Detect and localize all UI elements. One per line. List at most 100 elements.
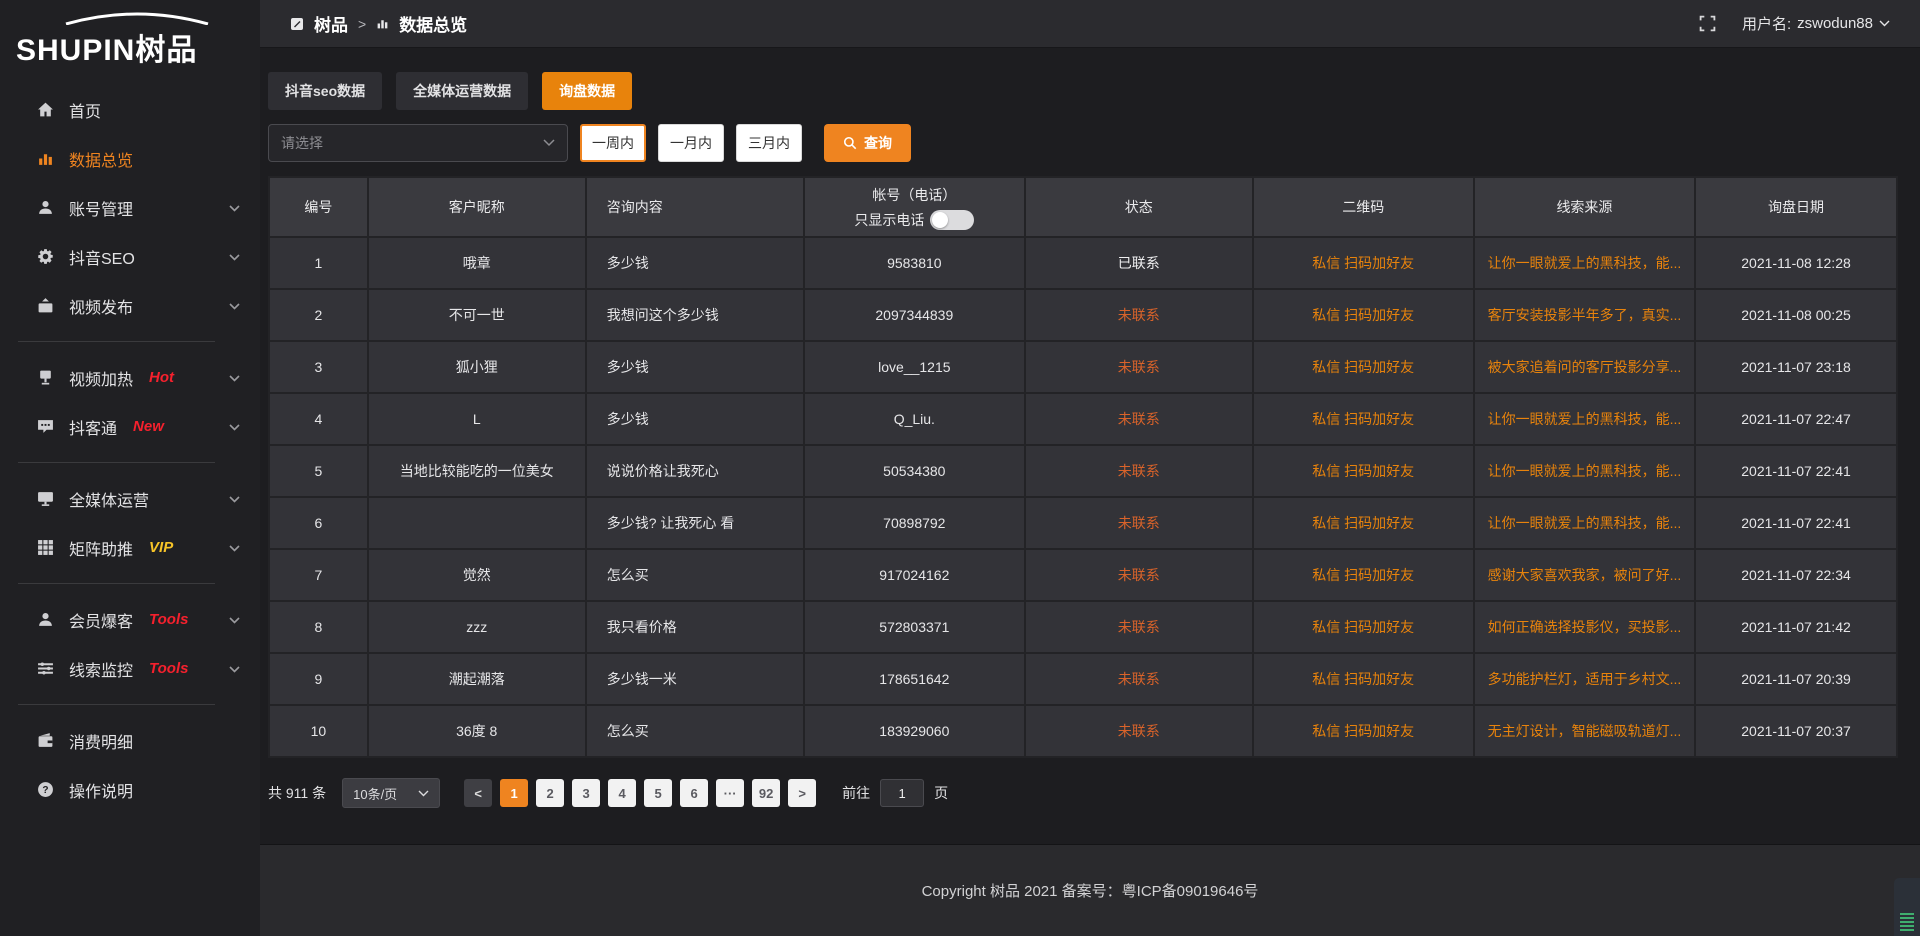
grid-icon [36, 539, 54, 557]
source-link[interactable]: 被大家追着问的客厅投影分享... [1487, 359, 1682, 375]
sidebar-item-help[interactable]: ? 操作说明 [0, 765, 260, 814]
sidebar-item-account-mgmt[interactable]: 账号管理 [0, 183, 260, 232]
source-link[interactable]: 让你一眼就爱上的黑科技，能... [1487, 411, 1682, 427]
status-badge: 未联系 [1117, 515, 1160, 531]
period-month-button[interactable]: 一月内 [658, 124, 724, 162]
cell-content: 怎么买 [586, 706, 803, 756]
cell-id: 5 [270, 446, 367, 496]
sidebar-item-label: 数据总览 [69, 152, 134, 170]
filter-select-placeholder: 请选择 [281, 135, 323, 151]
qrcode-link[interactable]: 私信 扫码加好友 [1312, 619, 1415, 635]
tab-omni-media-data[interactable]: 全媒体运营数据 [396, 72, 529, 110]
next-page-button[interactable]: > [788, 779, 817, 807]
col-header-qrcode: 二维码 [1253, 178, 1473, 236]
source-link[interactable]: 如何正确选择投影仪，买投影... [1487, 619, 1682, 635]
sidebar-item-spend-detail[interactable]: 消费明细 [0, 716, 260, 765]
period-quarter-button[interactable]: 三月内 [736, 124, 802, 162]
prev-page-button[interactable]: < [464, 779, 493, 807]
sidebar-item-video-heat[interactable]: 视频加热 Hot [0, 353, 260, 402]
cell-account: Q_Liu. [804, 394, 1024, 444]
qrcode-link[interactable]: 私信 扫码加好友 [1312, 723, 1415, 739]
cell-content: 多少钱 [586, 342, 803, 392]
cell-content: 我只看价格 [586, 602, 803, 652]
status-badge: 未联系 [1117, 463, 1160, 479]
cell-content: 多少钱 [586, 238, 803, 288]
table-row: 1 哦章 多少钱 9583810 已联系 私信 扫码加好友 让你一眼就爱上的黑科… [270, 238, 1896, 288]
sidebar-item-label: 视频发布 [69, 299, 134, 317]
sidebar-item-douyin-seo[interactable]: 抖音SEO [0, 232, 260, 281]
source-link[interactable]: 感谢大家喜欢我家，被问了好... [1487, 567, 1682, 583]
sidebar: SHUPIN树品 首页 数据总览 账号管理 抖音SEO [0, 0, 260, 936]
tab-douyin-seo-data[interactable]: 抖音seo数据 [268, 72, 383, 110]
page-ellipsis-button[interactable]: ··· [716, 779, 745, 807]
qrcode-link[interactable]: 私信 扫码加好友 [1312, 515, 1415, 531]
cell-account: love__1215 [804, 342, 1024, 392]
search-button[interactable]: 查询 [824, 124, 911, 162]
breadcrumb-current: 数据总览 [399, 16, 468, 35]
goto-page-input[interactable] [880, 779, 925, 807]
chevron-down-icon [229, 297, 240, 315]
phone-toggle-label: 只显示电话 [854, 211, 925, 228]
page-button[interactable]: 92 [752, 779, 781, 807]
wallet-icon [36, 732, 54, 750]
source-link[interactable]: 让你一眼就爱上的黑科技，能... [1487, 515, 1682, 531]
source-link[interactable]: 让你一眼就爱上的黑科技，能... [1487, 255, 1682, 271]
tab-inquiry-data[interactable]: 询盘数据 [542, 72, 633, 110]
fullscreen-icon[interactable] [1699, 15, 1716, 32]
sidebar-item-member-burst[interactable]: 会员爆客 Tools [0, 595, 260, 644]
nav-divider [18, 462, 215, 463]
phone-only-toggle[interactable] [930, 209, 975, 230]
page-button[interactable]: 4 [608, 779, 637, 807]
col-header-content: 咨询内容 [586, 178, 803, 236]
footer: Copyright 树品 2021 备案号：粤ICP备09019646号 [260, 844, 1920, 936]
nav-divider [18, 583, 215, 584]
source-link[interactable]: 多功能护栏灯，适用于乡村文... [1487, 671, 1682, 687]
cell-id: 1 [270, 238, 367, 288]
cell-id: 3 [270, 342, 367, 392]
cell-date: 2021-11-07 20:37 [1696, 706, 1896, 756]
sidebar-item-douketong[interactable]: 抖客通 New [0, 402, 260, 451]
user-menu[interactable]: 用户名: zswodun88 [1742, 13, 1890, 34]
source-link[interactable]: 无主灯设计，智能磁吸轨道灯... [1487, 723, 1682, 739]
sidebar-item-label: 矩阵助推 [69, 541, 134, 559]
sidebar-item-data-overview[interactable]: 数据总览 [0, 134, 260, 183]
page-button[interactable]: 3 [572, 779, 601, 807]
sidebar-item-home[interactable]: 首页 [0, 85, 260, 134]
cell-date: 2021-11-07 22:41 [1696, 498, 1896, 548]
sidebar-item-lead-monitor[interactable]: 线索监控 Tools [0, 644, 260, 693]
period-week-button[interactable]: 一周内 [580, 124, 646, 162]
sidebar-item-omni-media[interactable]: 全媒体运营 [0, 474, 260, 523]
service-widget[interactable] [1894, 878, 1920, 936]
brand-name: SHUPIN [16, 34, 136, 67]
question-circle-icon: ? [36, 781, 54, 799]
sidebar-item-label: 操作说明 [69, 783, 134, 801]
qrcode-link[interactable]: 私信 扫码加好友 [1312, 411, 1415, 427]
table-row: 2 不可一世 我想问这个多少钱 2097344839 未联系 私信 扫码加好友 … [270, 290, 1896, 340]
sidebar-item-label: 首页 [69, 103, 102, 121]
page-button[interactable]: 1 [500, 779, 529, 807]
page-button[interactable]: 6 [680, 779, 709, 807]
qrcode-link[interactable]: 私信 扫码加好友 [1312, 255, 1415, 271]
qrcode-link[interactable]: 私信 扫码加好友 [1312, 307, 1415, 323]
filter-select[interactable]: 请选择 [268, 124, 568, 162]
breadcrumb-home[interactable]: 树品 [314, 16, 348, 35]
qrcode-link[interactable]: 私信 扫码加好友 [1312, 463, 1415, 479]
sidebar-item-matrix-boost[interactable]: 矩阵助推 VIP [0, 523, 260, 572]
cell-content: 说说价格让我死心 [586, 446, 803, 496]
cell-date: 2021-11-08 12:28 [1696, 238, 1896, 288]
page-button[interactable]: 2 [536, 779, 565, 807]
source-link[interactable]: 让你一眼就爱上的黑科技，能... [1487, 463, 1682, 479]
page-size-select[interactable]: 10条/页 [342, 778, 441, 808]
qrcode-link[interactable]: 私信 扫码加好友 [1312, 359, 1415, 375]
page-button[interactable]: 5 [644, 779, 673, 807]
table-row: 8 zzz 我只看价格 572803371 未联系 私信 扫码加好友 如何正确选… [270, 602, 1896, 652]
qrcode-link[interactable]: 私信 扫码加好友 [1312, 567, 1415, 583]
status-badge: 未联系 [1117, 619, 1160, 635]
nav-divider [18, 704, 215, 705]
total-count: 共 911 条 [268, 785, 327, 801]
breadcrumb: 树品 > 数据总览 [290, 11, 467, 36]
source-link[interactable]: 客厅安装投影半年多了，真实... [1487, 307, 1682, 323]
sidebar-item-video-publish[interactable]: 视频发布 [0, 281, 260, 330]
qrcode-link[interactable]: 私信 扫码加好友 [1312, 671, 1415, 687]
cell-nickname: zzz [368, 602, 585, 652]
